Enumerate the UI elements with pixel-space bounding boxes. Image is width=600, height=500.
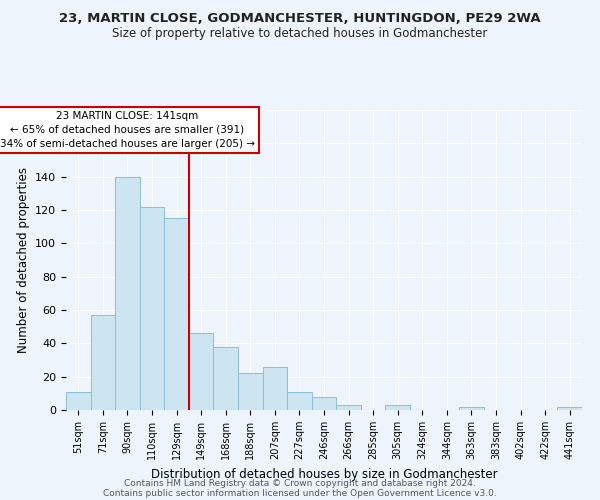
Bar: [91, 315, 115, 410]
Bar: [312, 396, 336, 410]
Bar: [238, 374, 263, 410]
Bar: [189, 334, 214, 410]
Bar: [263, 366, 287, 410]
Bar: [385, 405, 410, 410]
Y-axis label: Number of detached properties: Number of detached properties: [17, 167, 29, 353]
Text: Contains public sector information licensed under the Open Government Licence v3: Contains public sector information licen…: [103, 489, 497, 498]
X-axis label: Distribution of detached houses by size in Godmanchester: Distribution of detached houses by size …: [151, 468, 497, 480]
Bar: [115, 176, 140, 410]
Text: Size of property relative to detached houses in Godmanchester: Size of property relative to detached ho…: [112, 28, 488, 40]
Bar: [164, 218, 189, 410]
Bar: [66, 392, 91, 410]
Bar: [557, 406, 582, 410]
Bar: [336, 405, 361, 410]
Text: 23, MARTIN CLOSE, GODMANCHESTER, HUNTINGDON, PE29 2WA: 23, MARTIN CLOSE, GODMANCHESTER, HUNTING…: [59, 12, 541, 26]
Bar: [287, 392, 312, 410]
Bar: [214, 346, 238, 410]
Text: Contains HM Land Registry data © Crown copyright and database right 2024.: Contains HM Land Registry data © Crown c…: [124, 479, 476, 488]
Bar: [459, 406, 484, 410]
Text: 23 MARTIN CLOSE: 141sqm
← 65% of detached houses are smaller (391)
34% of semi-d: 23 MARTIN CLOSE: 141sqm ← 65% of detache…: [0, 111, 255, 149]
Bar: [140, 206, 164, 410]
